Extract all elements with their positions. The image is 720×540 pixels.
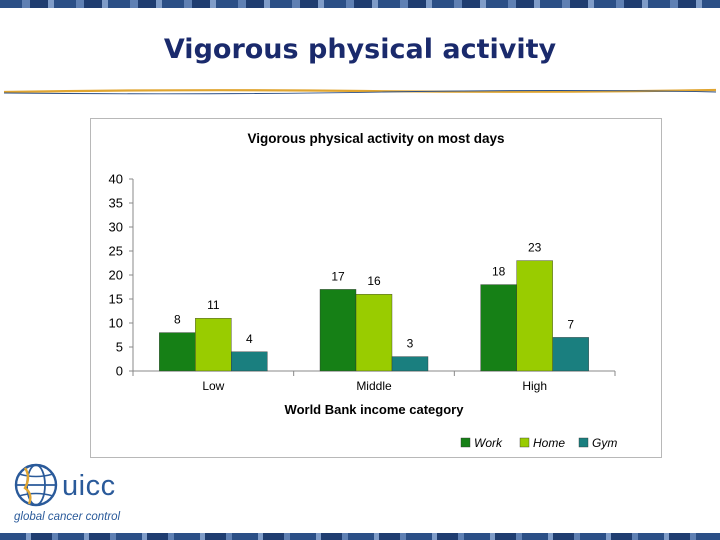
legend: Work Home Gym [460, 436, 617, 450]
x-tick-label: Middle [356, 379, 392, 393]
y-tick-label: 0 [116, 364, 123, 379]
y-tick-label: 30 [109, 220, 123, 235]
y-tick-label: 25 [109, 244, 123, 259]
data-label: 11 [207, 298, 220, 312]
x-axis: Low Middle High [132, 370, 616, 393]
logo-tagline: global cancer control [14, 511, 121, 523]
legend-swatch [519, 437, 530, 448]
bars: 8 11 4 17 16 3 18 23 7 [159, 241, 589, 372]
x-tick-label: High [522, 379, 547, 393]
uicc-logo: uicc global cancer control [12, 462, 132, 530]
y-axis: 0 5 10 15 20 25 30 35 40 [109, 172, 134, 379]
data-label: 18 [492, 265, 506, 279]
legend-label: Work [474, 436, 503, 450]
data-label: 3 [407, 337, 414, 351]
bar-home [355, 293, 393, 372]
globe-icon [14, 463, 58, 507]
data-label: 16 [367, 274, 381, 288]
title-underline [4, 88, 716, 95]
y-tick-label: 35 [109, 196, 123, 211]
data-label: 7 [567, 317, 574, 331]
top-border [0, 0, 720, 8]
bar-gym [391, 356, 429, 372]
data-label: 17 [331, 269, 345, 283]
slide-title: Vigorous physical activity [163, 34, 557, 65]
chart-title: Vigorous physical activity on most days [247, 131, 504, 146]
legend-label: Home [533, 436, 565, 450]
bar-work [159, 332, 196, 372]
x-axis-label: World Bank income category [285, 402, 465, 417]
bar-home [516, 260, 553, 372]
bar-gym [552, 337, 589, 372]
bar-work [480, 284, 517, 372]
bar-chart: Vigorous physical activity on most days … [109, 131, 618, 450]
data-label: 23 [528, 241, 542, 255]
x-tick-label: Low [202, 379, 224, 393]
data-label: 8 [174, 313, 181, 327]
logo-wordmark: uicc [62, 470, 116, 502]
chart-container: Vigorous physical activity on most days … [90, 118, 662, 458]
legend-swatch [578, 437, 589, 448]
legend-label: Gym [592, 436, 617, 450]
y-tick-label: 5 [116, 340, 123, 355]
y-tick-label: 10 [109, 316, 123, 331]
y-tick-label: 15 [109, 292, 123, 307]
y-tick-label: 40 [109, 172, 123, 187]
legend-swatch [460, 437, 471, 448]
bottom-border [0, 533, 720, 540]
data-label: 4 [246, 332, 253, 346]
bar-gym [231, 351, 268, 372]
y-tick-label: 20 [109, 268, 123, 283]
bar-home [195, 317, 232, 372]
bar-work [319, 289, 357, 372]
